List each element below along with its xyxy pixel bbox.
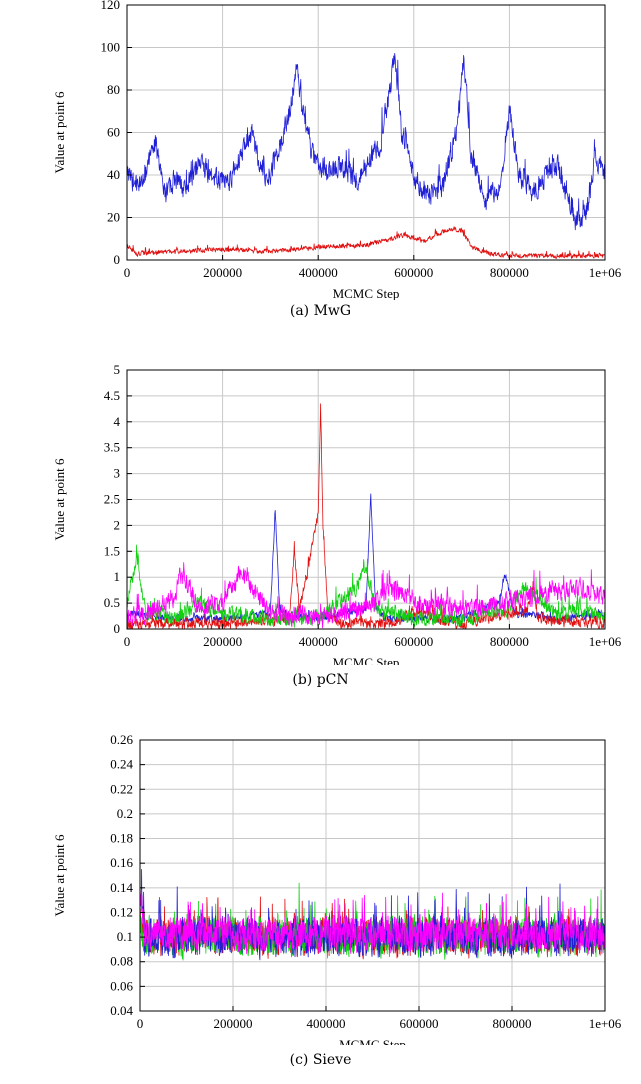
y-tick-label: 1.5 xyxy=(104,543,120,558)
y-tick-label: 0.1 xyxy=(117,929,133,944)
y-tick-label: 100 xyxy=(101,40,121,55)
x-axis-title: MCMC Step xyxy=(333,655,400,665)
x-tick-label: 0 xyxy=(124,265,131,280)
x-tick-label: 600000 xyxy=(394,265,433,280)
y-tick-label: 3 xyxy=(114,466,121,481)
x-tick-label: 200000 xyxy=(203,265,242,280)
y-tick-label: 4.5 xyxy=(104,388,120,403)
series-line-1 xyxy=(127,493,605,624)
x-tick-label: 800000 xyxy=(490,634,529,649)
y-tick-label: 0.18 xyxy=(110,831,133,846)
x-tick-label: 200000 xyxy=(203,634,242,649)
chart-mwg: 0 200000 400000 600000 800000 1e+06 0 20 40 60 80 1… xyxy=(52,0,622,300)
chart-sieve: 0 200000 400000 600000 800000 1e+06 0.04 0.06 0.… xyxy=(52,735,622,1045)
y-tick-label: 0 xyxy=(114,621,121,636)
x-tick-label: 0 xyxy=(137,1016,144,1031)
y-tick-label: 5 xyxy=(114,365,121,377)
series-line-4 xyxy=(140,889,605,955)
series-line-2 xyxy=(127,403,605,629)
y-tick-label: 2.5 xyxy=(104,492,120,507)
y-tick-label: 0.14 xyxy=(110,880,133,895)
caption-sieve: (c) Sieve xyxy=(289,1052,352,1068)
y-tick-label: 4 xyxy=(114,414,121,429)
caption-mwg: (a) MwG xyxy=(289,303,352,319)
y-tick-label: 0.12 xyxy=(110,904,133,919)
chart-pcn: 0 200000 400000 600000 800000 1e+06 0 0.5 1 1.5 2 2… xyxy=(52,365,622,665)
x-tick-label: 600000 xyxy=(394,634,433,649)
x-tick-label: 1e+06 xyxy=(589,1016,622,1031)
y-tick-label: 0.24 xyxy=(110,757,133,772)
y-tick-label: 0 xyxy=(114,252,121,267)
x-tick-label: 1e+06 xyxy=(589,265,622,280)
series-line-2 xyxy=(127,226,605,260)
y-tick-label: 2 xyxy=(114,517,121,532)
x-tick-label: 0 xyxy=(124,634,131,649)
y-tick-label: 0.08 xyxy=(110,954,133,969)
x-tick-label: 400000 xyxy=(299,265,338,280)
y-tick-label: 80 xyxy=(107,82,120,97)
y-axis-title: Value at point 6 xyxy=(52,834,67,916)
x-tick-label: 400000 xyxy=(307,1016,346,1031)
y-tick-label: 20 xyxy=(107,210,120,225)
y-tick-label: 0.06 xyxy=(110,978,133,993)
series-line-3 xyxy=(140,869,605,961)
chart-panel-sieve: 0 200000 400000 600000 800000 1e+06 0.04 0.06 0.… xyxy=(0,735,641,1084)
x-tick-label: 200000 xyxy=(214,1016,253,1031)
chart-panel-pcn: 0 200000 400000 600000 800000 1e+06 0 0.5 1 1.5 2 2… xyxy=(0,365,641,700)
y-tick-label: 0.16 xyxy=(110,855,133,870)
chart-panel-mwg: 0 200000 400000 600000 800000 1e+06 0 20 40 60 80 1… xyxy=(0,0,641,335)
plot-frame xyxy=(139,739,606,1012)
x-tick-label: 800000 xyxy=(493,1016,532,1031)
y-tick-label: 0.04 xyxy=(110,1003,133,1018)
y-tick-label: 0.26 xyxy=(110,735,133,747)
y-tick-label: 60 xyxy=(107,125,120,140)
x-tick-label: 400000 xyxy=(299,634,338,649)
y-tick-label: 3.5 xyxy=(104,440,120,455)
x-tick-label: 600000 xyxy=(400,1016,439,1031)
y-tick-label: 1 xyxy=(114,569,121,584)
y-axis-title: Value at point 6 xyxy=(52,91,67,173)
y-axis-title: Value at point 6 xyxy=(52,458,67,540)
y-tick-label: 0.2 xyxy=(117,806,133,821)
series-line-4 xyxy=(127,562,605,629)
y-tick-label: 0.5 xyxy=(104,595,120,610)
caption-pcn: (b) pCN xyxy=(292,672,349,688)
x-axis-title: MCMC Step xyxy=(333,286,400,300)
y-tick-label: 40 xyxy=(107,167,120,182)
x-axis-title: MCMC Step xyxy=(339,1037,406,1045)
y-tick-label: 0.22 xyxy=(110,781,133,796)
x-tick-label: 1e+06 xyxy=(589,634,622,649)
series-line-1 xyxy=(127,53,605,231)
x-tick-label: 800000 xyxy=(490,265,529,280)
y-tick-label: 120 xyxy=(101,0,121,12)
